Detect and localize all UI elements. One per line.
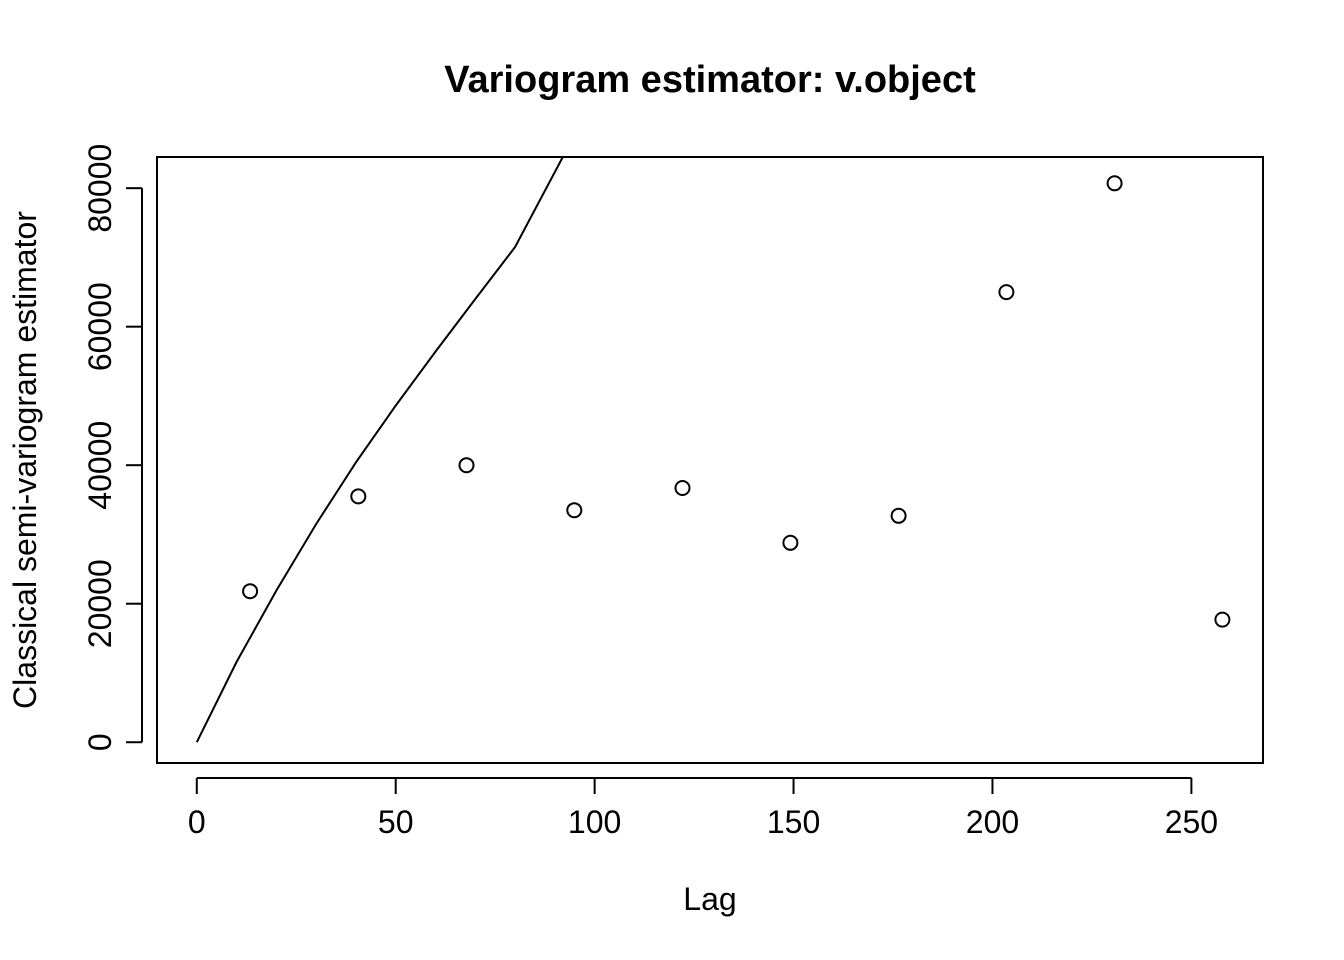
data-point (1214, 611, 1231, 628)
y-tick-label: 80000 (82, 144, 118, 233)
x-tick-label: 0 (188, 804, 206, 840)
data-point (782, 534, 799, 551)
y-axis: 0 20000 40000 60000 80000 (82, 144, 143, 751)
x-tick-label: 50 (378, 804, 414, 840)
y-tick-label: 60000 (82, 282, 118, 371)
x-axis-label: Lag (683, 881, 736, 917)
data-point (890, 507, 907, 524)
data-point (674, 480, 691, 496)
data-point (998, 284, 1015, 301)
model-curve (195, 157, 564, 743)
plot-box (156, 156, 1264, 764)
y-axis-label: Classical semi-variogram estimator (7, 211, 43, 709)
x-axis: 0 50 100 150 200 250 (188, 777, 1218, 840)
chart-title: Variogram estimator: v.object (444, 59, 976, 101)
data-marks (195, 157, 1231, 743)
data-point (350, 488, 367, 505)
y-tick-label: 0 (82, 733, 118, 751)
y-tick-label: 40000 (82, 421, 118, 510)
data-point (242, 583, 259, 600)
plot-area (156, 156, 1264, 764)
data-point (566, 502, 583, 519)
x-tick-label: 250 (1165, 804, 1218, 840)
data-point (1106, 175, 1123, 192)
x-tick-label: 150 (767, 804, 820, 840)
data-point (458, 457, 475, 474)
y-tick-label: 20000 (82, 559, 118, 648)
x-tick-label: 200 (966, 804, 1019, 840)
x-tick-label: 100 (568, 804, 621, 840)
